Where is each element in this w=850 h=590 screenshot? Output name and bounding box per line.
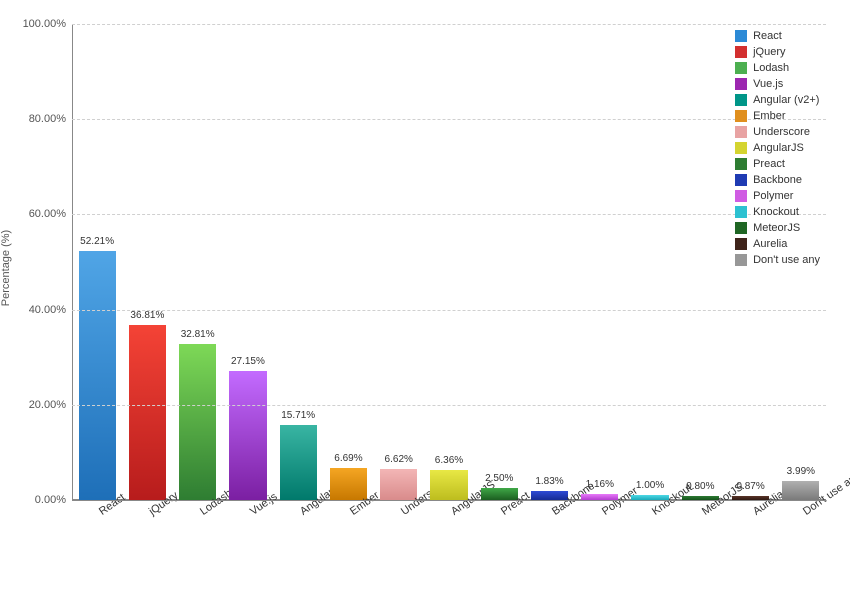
legend-swatch	[735, 30, 747, 42]
y-axis-title: Percentage (%)	[0, 230, 12, 306]
legend-item: Polymer	[735, 188, 820, 204]
bar-slot: 52.21%React	[72, 24, 122, 500]
bar: 52.21%	[79, 251, 116, 500]
bar-slot: 32.81%Lodash	[173, 24, 223, 500]
legend-label: React	[753, 28, 782, 44]
bar: 3.99%	[782, 481, 819, 500]
legend-swatch	[735, 110, 747, 122]
legend-swatch	[735, 94, 747, 106]
bar-value-label: 2.50%	[485, 473, 513, 484]
bar-value-label: 0.87%	[736, 481, 764, 492]
bar-slot: 0.80%MeteorJS	[675, 24, 725, 500]
legend-swatch	[735, 78, 747, 90]
y-tick-label: 100.00%	[23, 18, 72, 30]
legend-label: Vue.js	[753, 76, 783, 92]
chart-frame: Percentage (%) 52.21%React36.81%jQuery32…	[0, 0, 850, 590]
bar-slot: 27.15%Vue.js	[223, 24, 273, 500]
bar-value-label: 3.99%	[787, 466, 815, 477]
bar-slot: 36.81%jQuery	[122, 24, 172, 500]
grid-line	[72, 405, 826, 406]
bar-value-label: 1.00%	[636, 480, 664, 491]
bar-value-label: 6.36%	[435, 455, 463, 466]
legend-swatch	[735, 238, 747, 250]
legend-label: Ember	[753, 108, 785, 124]
bar-value-label: 6.69%	[334, 453, 362, 464]
legend-item: Underscore	[735, 124, 820, 140]
legend-item: Backbone	[735, 172, 820, 188]
bar-slot: 1.83%Backbone	[524, 24, 574, 500]
bar: 36.81%	[129, 325, 166, 500]
legend-label: Aurelia	[753, 236, 787, 252]
bar-slot: 6.62%Underscore	[374, 24, 424, 500]
y-tick-label: 20.00%	[29, 399, 72, 411]
bar-slot: 2.50%Preact	[474, 24, 524, 500]
legend-label: Lodash	[753, 60, 789, 76]
bars-layer: 52.21%React36.81%jQuery32.81%Lodash27.15…	[72, 24, 826, 500]
bar-value-label: 6.62%	[385, 454, 413, 465]
grid-line	[72, 119, 826, 120]
bar: 27.15%	[229, 371, 266, 500]
legend-swatch	[735, 174, 747, 186]
bar-value-label: 0.80%	[686, 481, 714, 492]
legend-item: Vue.js	[735, 76, 820, 92]
plot-area: 52.21%React36.81%jQuery32.81%Lodash27.15…	[72, 24, 826, 500]
legend-swatch	[735, 62, 747, 74]
legend-label: Knockout	[753, 204, 799, 220]
grid-line	[72, 24, 826, 25]
y-tick-label: 60.00%	[29, 208, 72, 220]
legend-item: Lodash	[735, 60, 820, 76]
legend: ReactjQueryLodashVue.jsAngular (v2+)Embe…	[735, 28, 820, 268]
bar: 6.36%	[430, 470, 467, 500]
bar-slot: 6.36%AngularJS	[424, 24, 474, 500]
legend-item: Ember	[735, 108, 820, 124]
bar: 6.62%	[380, 469, 417, 501]
y-tick-label: 80.00%	[29, 113, 72, 125]
bar: 15.71%	[280, 425, 317, 500]
bar-slot: 6.69%Ember	[323, 24, 373, 500]
grid-line	[72, 500, 826, 501]
legend-item: Don't use any	[735, 252, 820, 268]
legend-swatch	[735, 254, 747, 266]
legend-swatch	[735, 158, 747, 170]
legend-swatch	[735, 222, 747, 234]
legend-item: AngularJS	[735, 140, 820, 156]
bar-value-label: 1.16%	[586, 479, 614, 490]
legend-label: Backbone	[753, 172, 802, 188]
legend-item: Knockout	[735, 204, 820, 220]
legend-label: Don't use any	[753, 252, 820, 268]
legend-item: Preact	[735, 156, 820, 172]
legend-label: MeteorJS	[753, 220, 800, 236]
legend-item: Angular (v2+)	[735, 92, 820, 108]
bar: 32.81%	[179, 344, 216, 500]
legend-item: MeteorJS	[735, 220, 820, 236]
bar-value-label: 27.15%	[231, 356, 265, 367]
y-tick-label: 40.00%	[29, 304, 72, 316]
grid-line	[72, 310, 826, 311]
bar: 6.69%	[330, 468, 367, 500]
legend-item: Aurelia	[735, 236, 820, 252]
legend-swatch	[735, 206, 747, 218]
bar-value-label: 36.81%	[130, 310, 164, 321]
legend-label: Angular (v2+)	[753, 92, 819, 108]
grid-line	[72, 214, 826, 215]
legend-label: Polymer	[753, 188, 793, 204]
legend-item: React	[735, 28, 820, 44]
legend-label: AngularJS	[753, 140, 804, 156]
bar-value-label: 1.83%	[535, 476, 563, 487]
bar-value-label: 32.81%	[181, 329, 215, 340]
legend-swatch	[735, 142, 747, 154]
y-tick-label: 0.00%	[35, 494, 72, 506]
bar-slot: 1.16%Polymer	[575, 24, 625, 500]
legend-label: Preact	[753, 156, 785, 172]
legend-swatch	[735, 126, 747, 138]
legend-swatch	[735, 46, 747, 58]
legend-label: jQuery	[753, 44, 785, 60]
bar-slot: 15.71%Angular (v2+)	[273, 24, 323, 500]
legend-swatch	[735, 190, 747, 202]
bar-value-label: 52.21%	[80, 236, 114, 247]
bar-value-label: 15.71%	[281, 410, 315, 421]
legend-label: Underscore	[753, 124, 810, 140]
legend-item: jQuery	[735, 44, 820, 60]
bar-slot: 1.00%Knockout	[625, 24, 675, 500]
